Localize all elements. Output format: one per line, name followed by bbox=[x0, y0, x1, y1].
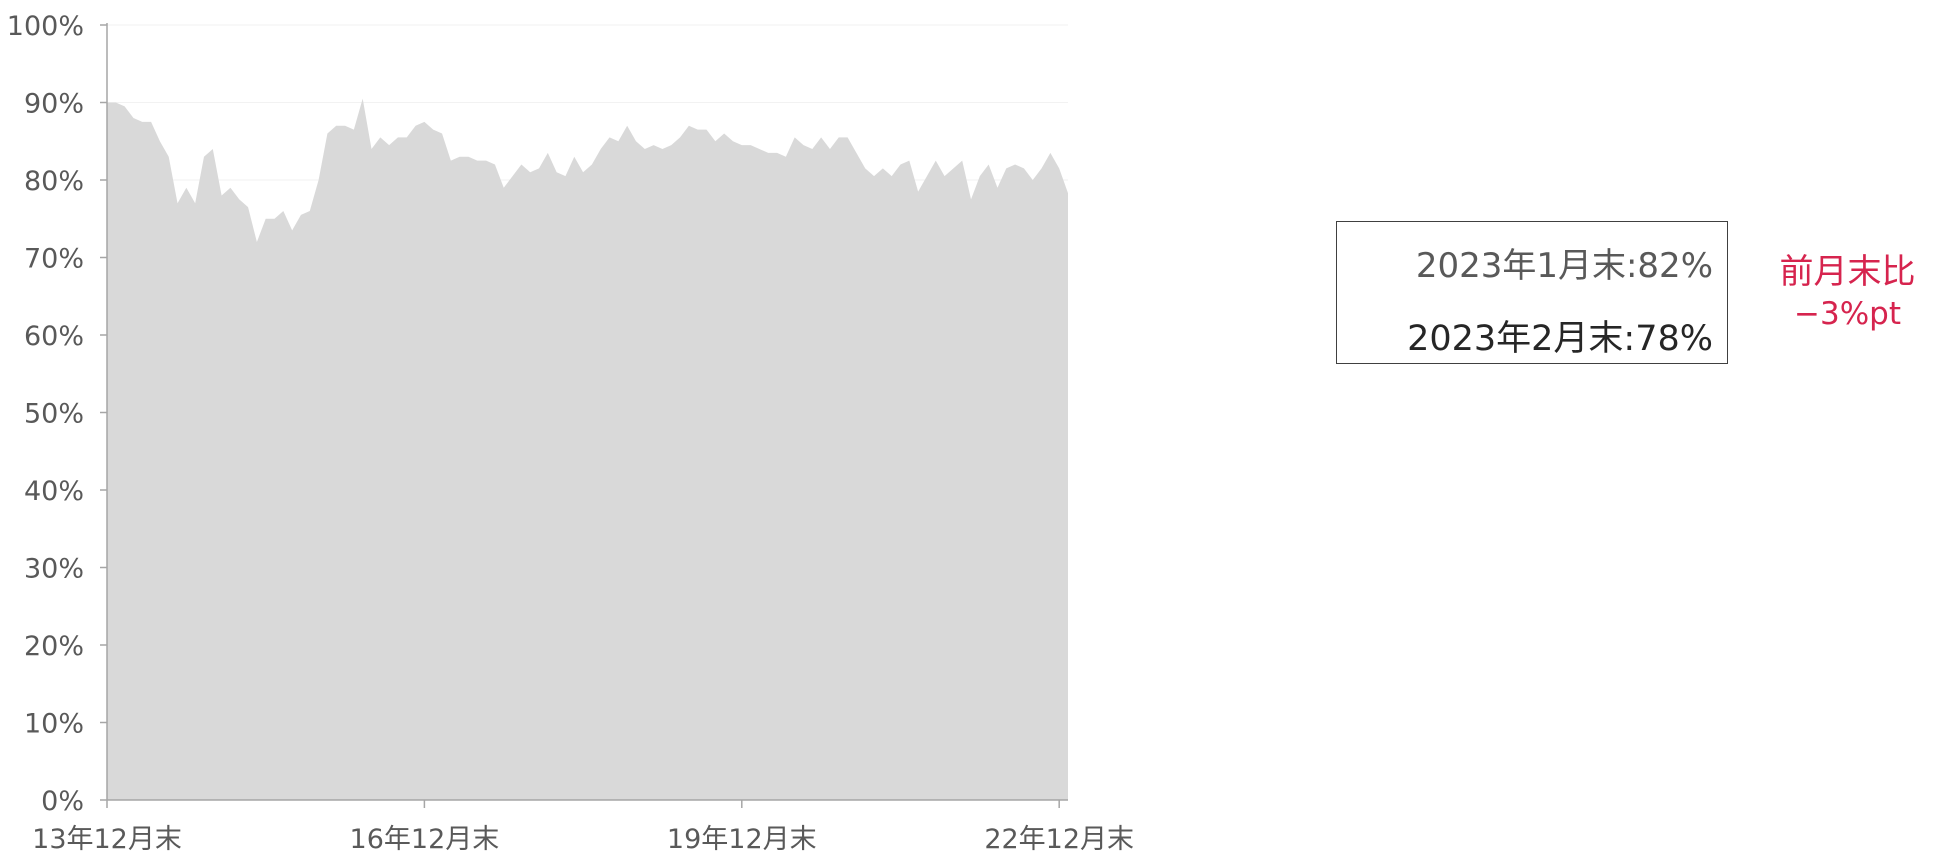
legend-prev-value: 2023年1月末:82% bbox=[1415, 246, 1713, 286]
x-tick-label: 13年12月末 bbox=[32, 824, 182, 853]
x-tick-label: 19年12月末 bbox=[667, 824, 817, 853]
change-label: 前月末比 bbox=[1779, 252, 1916, 292]
change-annotation: 前月末比 −3%pt bbox=[1760, 251, 1935, 335]
x-axis-ticks: 13年12月末 16年12月末 19年12月末 22年12月末 bbox=[32, 800, 1134, 853]
y-tick-label: 0% bbox=[41, 786, 84, 817]
legend-box: 2023年1月末:82% 2023年2月末:78% bbox=[1336, 221, 1728, 364]
y-tick-label: 90% bbox=[24, 89, 84, 120]
y-tick-label: 80% bbox=[24, 166, 84, 197]
change-value: −3%pt bbox=[1794, 296, 1901, 332]
y-tick-label: 50% bbox=[24, 399, 84, 430]
axes bbox=[106, 23, 1068, 801]
y-tick-label: 70% bbox=[24, 244, 84, 275]
x-tick-label: 22年12月末 bbox=[984, 824, 1134, 853]
y-tick-label: 20% bbox=[24, 631, 84, 662]
y-tick-label: 100% bbox=[7, 11, 84, 42]
y-tick-label: 40% bbox=[24, 476, 84, 507]
y-tick-label: 60% bbox=[24, 321, 84, 352]
y-tick-label: 30% bbox=[24, 554, 84, 585]
legend-current-value: 2023年2月末:78% bbox=[1407, 319, 1713, 359]
y-tick-label: 10% bbox=[24, 709, 84, 740]
area-series bbox=[107, 98, 1068, 800]
y-axis-ticks: 0% 10% 20% 30% 40% 50% 60% 70% 80% 90% 100% bbox=[7, 11, 107, 817]
x-tick-label: 16年12月末 bbox=[350, 824, 500, 853]
